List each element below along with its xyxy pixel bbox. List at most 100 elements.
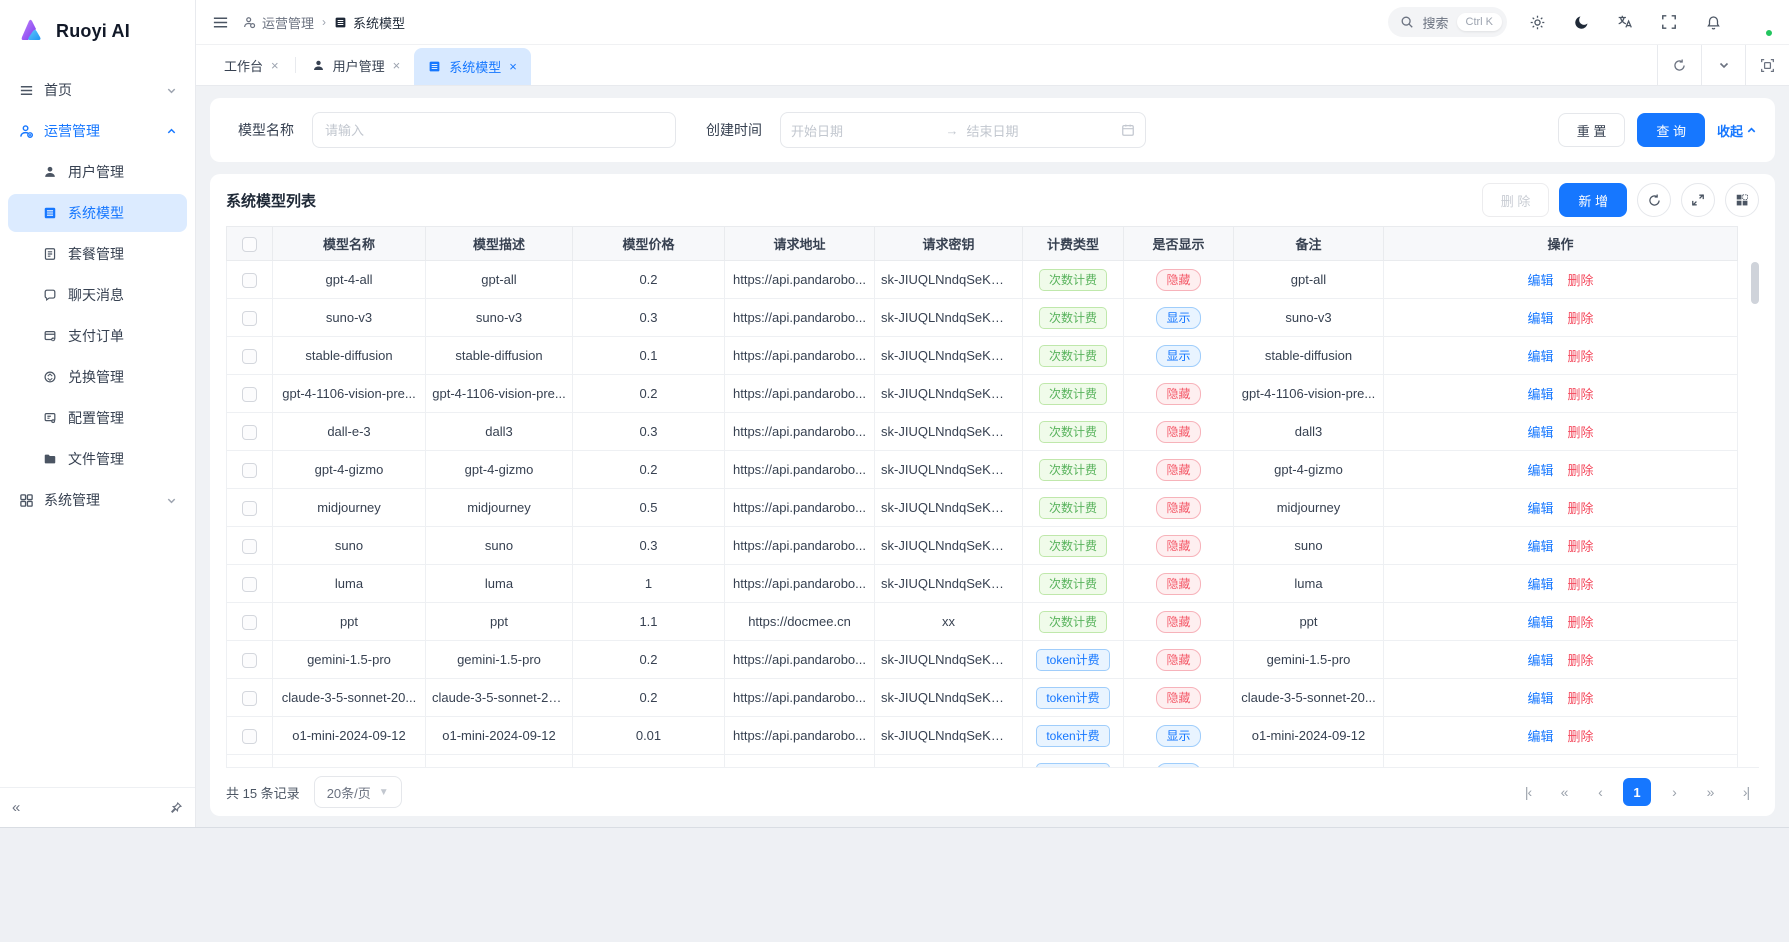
delete-link[interactable]: 删除 bbox=[1567, 729, 1594, 744]
sidebar-item-system-models[interactable]: 系统模型 bbox=[8, 194, 187, 232]
edit-link[interactable]: 编辑 bbox=[1527, 615, 1554, 630]
current-page-button[interactable]: 1 bbox=[1623, 778, 1651, 806]
row-checkbox[interactable] bbox=[242, 690, 257, 706]
delete-link[interactable]: 删除 bbox=[1568, 767, 1594, 768]
cell-actions: 编辑删除 bbox=[1383, 602, 1738, 641]
chevron-down-icon[interactable] bbox=[1701, 45, 1745, 85]
settings-gear-icon[interactable] bbox=[1523, 8, 1551, 36]
sidebar-item-chat-messages[interactable]: 聊天消息 bbox=[8, 276, 187, 314]
breadcrumb-operations[interactable]: 运营管理 bbox=[243, 13, 314, 32]
close-icon[interactable]: × bbox=[392, 57, 401, 73]
edit-link[interactable]: 编辑 bbox=[1527, 387, 1554, 402]
page-size-select[interactable]: 20条/页 ▼ bbox=[313, 776, 402, 808]
delete-link[interactable]: 删除 bbox=[1567, 691, 1594, 706]
edit-link[interactable]: 编辑 bbox=[1527, 311, 1554, 326]
add-button[interactable]: 新 增 bbox=[1559, 183, 1627, 217]
jump-back-button[interactable]: « bbox=[1560, 784, 1569, 800]
edit-link[interactable]: 编辑 bbox=[1527, 463, 1554, 478]
jump-forward-button[interactable]: » bbox=[1706, 784, 1715, 800]
refresh-icon[interactable] bbox=[1657, 45, 1701, 85]
row-checkbox[interactable] bbox=[242, 424, 257, 440]
select-all-checkbox[interactable] bbox=[242, 236, 257, 252]
expand-icon[interactable] bbox=[1681, 183, 1715, 217]
row-checkbox[interactable] bbox=[242, 766, 257, 767]
global-search[interactable]: 搜索 Ctrl K bbox=[1388, 7, 1507, 37]
delete-link[interactable]: 删除 bbox=[1567, 653, 1594, 668]
delete-link[interactable]: 删除 bbox=[1567, 425, 1594, 440]
row-checkbox[interactable] bbox=[242, 652, 257, 668]
edit-link[interactable]: 编辑 bbox=[1527, 539, 1554, 554]
table-row: gpt-4-gizmo gpt-4-gizmo 0.2 https://api.pan… bbox=[226, 450, 1738, 489]
visibility-badge: 隐藏 bbox=[1156, 534, 1201, 557]
tab-users[interactable]: 用户管理 × bbox=[298, 45, 415, 85]
prev-page-button[interactable]: ‹ bbox=[1598, 784, 1603, 800]
delete-link[interactable]: 删除 bbox=[1567, 577, 1594, 592]
delete-link[interactable]: 删除 bbox=[1567, 387, 1594, 402]
filter-card: 模型名称 创建时间 开始日期 → 结束日期 重 置 查 询 收起 bbox=[210, 98, 1775, 162]
row-checkbox[interactable] bbox=[242, 462, 257, 478]
delete-link[interactable]: 删除 bbox=[1567, 311, 1594, 326]
edit-link[interactable]: 编辑 bbox=[1527, 729, 1554, 744]
sidebar-group-system[interactable]: 系统管理 bbox=[8, 481, 187, 519]
delete-link[interactable]: 删除 bbox=[1567, 273, 1594, 288]
row-checkbox[interactable] bbox=[242, 386, 257, 402]
edit-link[interactable]: 编辑 bbox=[1527, 577, 1554, 592]
edit-link[interactable]: 编辑 bbox=[1527, 653, 1554, 668]
delete-link[interactable]: 删除 bbox=[1567, 501, 1594, 516]
sidebar-item-exchange[interactable]: 兑换管理 bbox=[8, 358, 187, 396]
next-page-button[interactable]: › bbox=[1672, 784, 1677, 800]
date-range-input[interactable]: 开始日期 → 结束日期 bbox=[780, 112, 1146, 148]
edit-link[interactable]: 编辑 bbox=[1527, 425, 1554, 440]
last-page-button[interactable]: ›| bbox=[1742, 784, 1750, 800]
fullscreen-icon[interactable] bbox=[1655, 8, 1683, 36]
close-icon[interactable]: × bbox=[271, 57, 279, 73]
user-avatar[interactable] bbox=[1743, 7, 1774, 38]
model-name-input[interactable] bbox=[312, 112, 676, 148]
edit-link[interactable]: 编辑 bbox=[1527, 767, 1553, 768]
reset-button[interactable]: 重 置 bbox=[1557, 113, 1626, 147]
edit-link[interactable]: 编辑 bbox=[1527, 273, 1554, 288]
delete-link[interactable]: 删除 bbox=[1567, 615, 1594, 630]
cell-request-key: sk-JIUQLNndqSeKWU... bbox=[874, 336, 1023, 375]
sidebar-group-operations[interactable]: 运营管理 bbox=[8, 112, 187, 150]
search-button[interactable]: 查 询 bbox=[1637, 113, 1705, 147]
close-icon[interactable]: × bbox=[509, 59, 517, 74]
edit-link[interactable]: 编辑 bbox=[1527, 349, 1554, 364]
row-checkbox[interactable] bbox=[242, 728, 257, 744]
edit-link[interactable]: 编辑 bbox=[1527, 691, 1554, 706]
sidebar-item-packages[interactable]: 套餐管理 bbox=[8, 235, 187, 273]
breadcrumb-system-models[interactable]: 系统模型 bbox=[334, 13, 405, 32]
sidebar-item-users[interactable]: 用户管理 bbox=[8, 153, 187, 191]
sidebar-item-home[interactable]: 首页 bbox=[8, 71, 187, 109]
delete-link[interactable]: 删除 bbox=[1567, 349, 1594, 364]
cell-model-name: claude-3-5-sonnet-20... bbox=[272, 678, 426, 717]
row-checkbox[interactable] bbox=[242, 310, 257, 326]
sidebar-collapse-icon[interactable]: « bbox=[12, 799, 21, 816]
maximize-icon[interactable] bbox=[1745, 45, 1789, 85]
refresh-icon[interactable] bbox=[1637, 183, 1671, 217]
row-checkbox[interactable] bbox=[242, 614, 257, 630]
row-checkbox[interactable] bbox=[242, 576, 257, 592]
tab-system-models[interactable]: 系统模型 × bbox=[414, 48, 531, 85]
dark-mode-moon-icon[interactable] bbox=[1567, 8, 1595, 36]
edit-link[interactable]: 编辑 bbox=[1527, 501, 1554, 516]
table-scrollbar[interactable] bbox=[1751, 262, 1759, 304]
row-checkbox[interactable] bbox=[242, 348, 257, 364]
notifications-bell-icon[interactable] bbox=[1699, 8, 1727, 36]
delete-button[interactable]: 删 除 bbox=[1481, 183, 1550, 217]
sidebar-item-config[interactable]: 配置管理 bbox=[8, 399, 187, 437]
sidebar-item-payment-orders[interactable]: 支付订单 bbox=[8, 317, 187, 355]
row-checkbox[interactable] bbox=[242, 538, 257, 554]
pin-sidebar-icon[interactable] bbox=[170, 801, 183, 814]
first-page-button[interactable]: |‹ bbox=[1524, 784, 1532, 800]
tab-workbench[interactable]: 工作台 × bbox=[210, 45, 293, 85]
row-checkbox[interactable] bbox=[242, 500, 257, 516]
sidebar-item-files[interactable]: 文件管理 bbox=[8, 440, 187, 478]
collapse-filter-link[interactable]: 收起 bbox=[1717, 121, 1757, 140]
row-checkbox[interactable] bbox=[242, 272, 257, 288]
menu-toggle-icon[interactable] bbox=[212, 14, 229, 31]
language-translate-icon[interactable] bbox=[1611, 8, 1639, 36]
column-settings-icon[interactable] bbox=[1725, 183, 1759, 217]
delete-link[interactable]: 删除 bbox=[1567, 463, 1594, 478]
delete-link[interactable]: 删除 bbox=[1567, 539, 1594, 554]
